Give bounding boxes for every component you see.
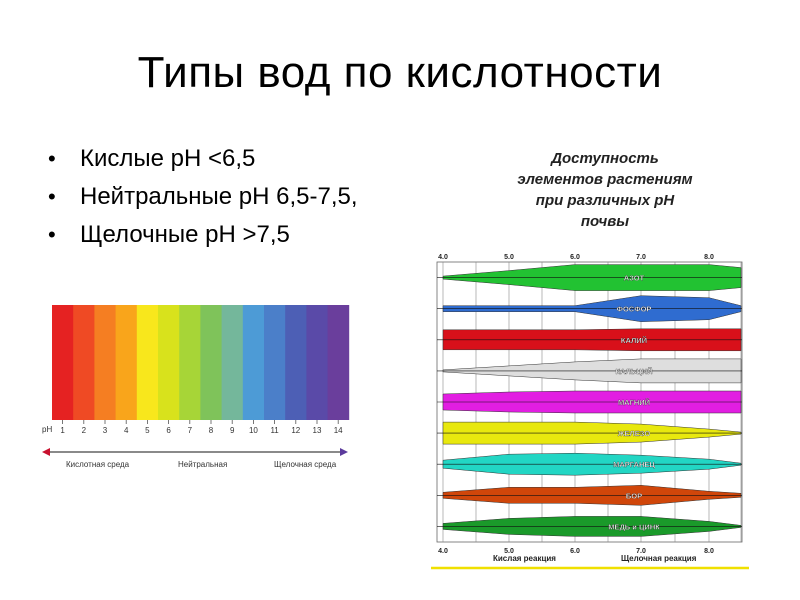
ph-tick-label: 14	[334, 426, 343, 435]
ph-tick-label: 7	[188, 426, 193, 435]
scale-label-neutral: Нейтральная	[178, 460, 227, 469]
slide-title: Типы вод по кислотности	[137, 48, 663, 97]
ph-tick-label: 13	[313, 426, 322, 435]
bottom-label-acidic: Кислая реакция	[493, 554, 556, 563]
ph-tick-label: 6	[166, 426, 171, 435]
ph-tick-label: 11	[270, 426, 279, 435]
nutrient-label: КАЛИЙ	[621, 336, 647, 345]
nutrient-label: МАРГАНЕЦ	[613, 460, 655, 469]
ph-band	[52, 305, 74, 420]
bullet-neutral: Нейтральные pH 6,5-7,5,	[48, 178, 358, 216]
ph-axis-tick: 5.0	[504, 254, 514, 261]
ph-band	[242, 305, 265, 420]
ph-tick-label: 5	[145, 426, 150, 435]
ph-tick-label: 1	[60, 426, 65, 435]
ph-tick-label: 12	[291, 426, 300, 435]
ph-tick-label: 2	[82, 426, 87, 435]
ph-axis-tick: 4.0	[438, 254, 448, 261]
ph-band	[306, 305, 328, 420]
bullet-acidic: Кислые pH <6,5	[48, 140, 358, 178]
ph-axis-tick: 8.0	[704, 254, 714, 261]
availability-title-line: Доступность	[551, 150, 659, 167]
ph-band	[158, 305, 180, 420]
ph-axis-tick: 6.0	[570, 548, 580, 555]
ph-tick-label: 10	[249, 426, 258, 435]
ph-band	[264, 305, 286, 420]
nutrient-label: БОР	[626, 491, 642, 500]
nutrient-label: АЗОТ	[624, 274, 645, 283]
ph-band	[285, 305, 307, 420]
bullet-alkaline: Щелочные pH >7,5	[48, 216, 358, 254]
ph-tick-label: 3	[103, 426, 108, 435]
ph-band	[200, 305, 222, 420]
ph-axis-tick: 5.0	[504, 548, 514, 555]
availability-title-line: при различных pH	[535, 192, 675, 209]
ph-axis-tick: 7.0	[636, 254, 646, 261]
ph-color-scale: pH 1 2 3 4 5 6 7 8 9 10 11 12 13 14 Кислотная среда Н…	[42, 305, 350, 469]
ph-band	[179, 305, 201, 420]
nutrient-availability-chart: АЗОТ ФОСФОР КАЛИЙ КАЛЬЦИЙ МАГНИЙ ЖЕЛЕЗО МАРГАН…	[431, 254, 749, 570]
acidity-bullet-list: Кислые pH <6,5 Нейтральные pH 6,5-7,5, Щ…	[48, 140, 358, 254]
ph-axis-tick: 4.0	[438, 548, 448, 555]
nutrient-label: МАГНИЙ	[618, 398, 650, 407]
ph-band	[94, 305, 116, 420]
availability-title-line: почвы	[580, 213, 630, 230]
ph-band	[73, 305, 95, 420]
nutrient-label: ЖЕЛЕЗО	[617, 429, 651, 438]
nutrient-label: ФОСФОР	[617, 305, 652, 314]
scale-arrow	[42, 448, 348, 456]
bottom-label-alkaline: Щелочная реакция	[621, 554, 697, 563]
ph-band	[221, 305, 244, 420]
ph-axis-tick: 7.0	[636, 548, 646, 555]
availability-chart-title: Доступность элементов растениям при разл…	[455, 148, 755, 232]
ph-tick-label: 4	[124, 426, 129, 435]
scale-label-acidic: Кислотная среда	[66, 460, 130, 469]
ph-band	[327, 305, 350, 420]
ph-tick-label: 8	[209, 426, 214, 435]
availability-title-line: элементов растениям	[517, 171, 693, 188]
ph-axis-tick: 6.0	[570, 254, 580, 261]
ph-band	[136, 305, 159, 420]
ph-tick-label: 9	[230, 426, 235, 435]
ph-axis-tick: 8.0	[704, 548, 714, 555]
ph-band	[115, 305, 138, 420]
scale-label-alkaline: Щелочная среда	[274, 460, 337, 469]
ph-axis-label: pH	[42, 425, 52, 434]
nutrient-label: МЕДЬ и ЦИНК	[608, 522, 660, 531]
nutrient-label: КАЛЬЦИЙ	[616, 367, 653, 376]
